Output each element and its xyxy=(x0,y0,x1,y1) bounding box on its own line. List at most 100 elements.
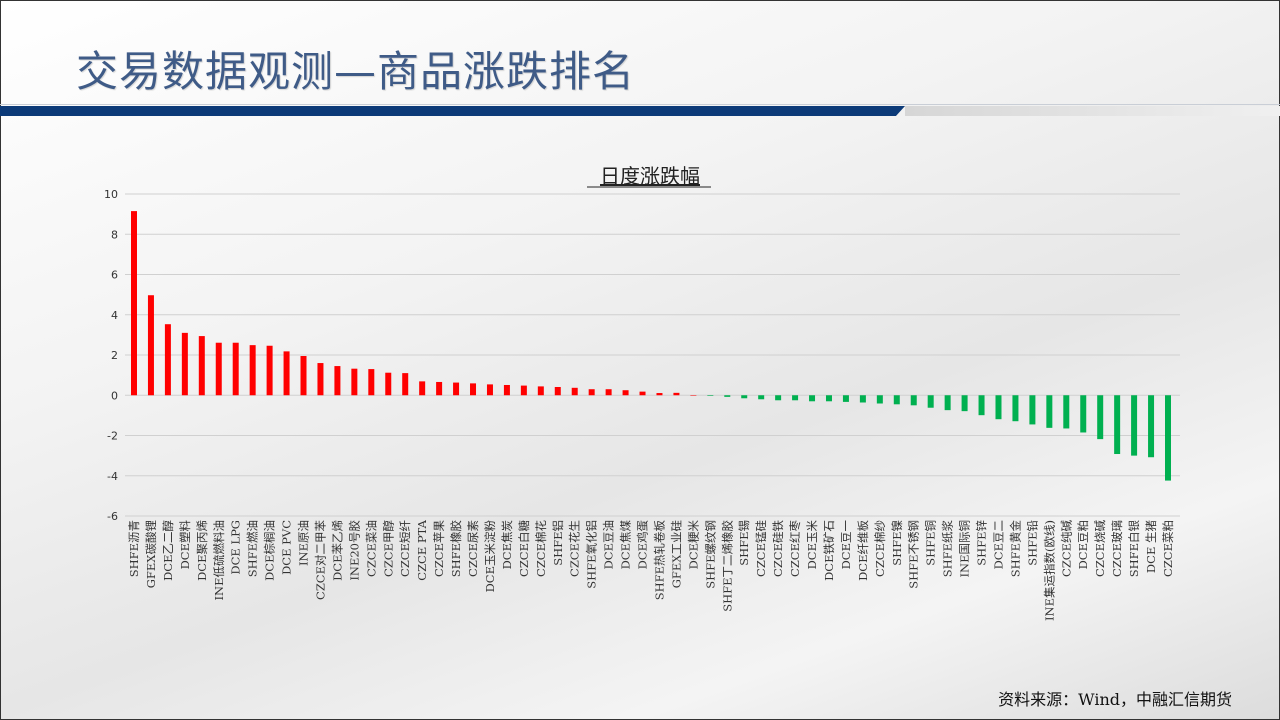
x-tick-label: CZCE红枣 xyxy=(788,520,802,577)
y-tick-label: -2 xyxy=(107,430,118,443)
x-tick-label: DCE乙二醇 xyxy=(161,520,175,581)
bar xyxy=(334,366,341,396)
page-title: 交易数据观测—商品涨跌排名 xyxy=(76,47,636,96)
x-tick-label: SHFE锡 xyxy=(737,520,751,566)
bar xyxy=(486,384,493,396)
bar xyxy=(436,381,443,396)
bar xyxy=(758,395,765,400)
bar xyxy=(537,386,544,396)
x-tick-label: DCE豆一 xyxy=(839,520,853,570)
bar xyxy=(910,395,917,406)
bar xyxy=(554,386,561,396)
x-tick-label: CZCE硅铁 xyxy=(771,520,785,577)
bar xyxy=(605,389,612,396)
x-tick-label: DCE豆粕 xyxy=(1076,520,1090,569)
bar xyxy=(1012,395,1019,422)
bar xyxy=(571,387,578,396)
bar xyxy=(419,381,426,396)
bar xyxy=(402,373,409,396)
x-tick-label: SHFE白银 xyxy=(1127,520,1141,578)
bar xyxy=(351,368,358,396)
bar xyxy=(588,389,595,396)
y-tick-label: 10 xyxy=(104,188,118,201)
x-tick-label: CZCE白糖 xyxy=(517,520,531,577)
y-tick-label: 8 xyxy=(111,228,118,241)
x-tick-label: GFEX碳酸锂 xyxy=(144,520,158,588)
x-tick-label: INE国际铜 xyxy=(958,520,972,578)
bar xyxy=(944,395,951,411)
bar xyxy=(1080,395,1087,433)
bar xyxy=(198,336,205,396)
bar xyxy=(842,395,849,402)
x-tick-label: CZCE棉花 xyxy=(534,520,548,577)
x-tick-label: CZCE玻璃 xyxy=(1110,520,1124,577)
bar xyxy=(249,345,256,396)
bar xyxy=(503,384,510,396)
header-rule xyxy=(0,104,1280,105)
header-gray-band xyxy=(905,106,1280,116)
x-tick-label: GFEX工业硅 xyxy=(669,520,683,589)
x-tick-label: INE20号胶 xyxy=(347,520,361,581)
bar xyxy=(1148,395,1155,458)
bar xyxy=(232,342,239,396)
x-tick-label: DCE鸡蛋 xyxy=(636,520,650,570)
x-tick-label: SHFE镍 xyxy=(890,520,904,566)
bar xyxy=(639,391,646,396)
bar xyxy=(673,392,680,396)
x-tick-label: SHFE不锈钢 xyxy=(907,520,921,589)
bar xyxy=(978,395,985,416)
bar xyxy=(927,395,934,408)
bar xyxy=(995,395,1002,420)
x-tick-label: DCE塑料 xyxy=(178,520,192,570)
x-tick-label: INE低硫燃料油 xyxy=(212,520,226,601)
x-tick-label: DCE PVC xyxy=(280,520,294,575)
bar xyxy=(1029,395,1036,425)
bar xyxy=(825,395,832,402)
x-tick-label: DCE 生猪 xyxy=(1144,520,1158,574)
x-tick-label: SHFE螺纹钢 xyxy=(703,520,717,589)
y-tick-label: 4 xyxy=(111,309,118,322)
source-note: 资料来源：Wind，中融汇信期货 xyxy=(998,690,1232,709)
y-tick-label: 6 xyxy=(111,269,118,282)
bar xyxy=(961,395,968,412)
x-tick-label: CZCE对二甲苯 xyxy=(313,520,327,600)
bar xyxy=(724,395,731,397)
x-tick-label: DCE纤维板 xyxy=(856,520,870,581)
x-tick-label: SHFE沥青 xyxy=(127,520,141,577)
x-tick-label: CZCE纯碱 xyxy=(1059,520,1073,577)
x-tick-label: SHFE铜 xyxy=(924,520,938,566)
x-tick-label: CZCE短纤 xyxy=(398,520,412,577)
bar xyxy=(775,395,782,401)
x-tick-label: DCE焦煤 xyxy=(619,520,633,570)
bar xyxy=(283,351,290,396)
bar xyxy=(266,345,273,396)
x-tick-label: DCE玉米淀粉 xyxy=(483,520,497,593)
x-tick-label: DCE棕榈油 xyxy=(263,520,277,581)
x-tick-label: CZCE PTA xyxy=(415,519,429,580)
header-accent-bar xyxy=(0,106,905,116)
bar xyxy=(893,395,900,405)
bar xyxy=(809,395,816,402)
bar xyxy=(876,395,883,404)
x-tick-label: CZCE锰硅 xyxy=(754,520,768,577)
bar xyxy=(1131,395,1138,456)
x-tick-label: SHFE纸浆 xyxy=(941,520,955,578)
x-tick-label: SHFE热轧卷板 xyxy=(652,520,666,601)
x-tick-label: DCE聚丙烯 xyxy=(195,520,209,581)
x-tick-label: SHFE黄金 xyxy=(1008,520,1022,578)
x-tick-label: SHFE氧化铝 xyxy=(585,520,599,589)
bar xyxy=(453,382,460,396)
chart-title: 日度涨跌幅 xyxy=(600,164,700,188)
bar xyxy=(470,383,477,396)
x-tick-label: DCE LPG xyxy=(229,520,243,575)
bar xyxy=(1165,395,1171,481)
x-tick-label: DCE铁矿石 xyxy=(822,520,836,581)
bar xyxy=(385,372,392,396)
bar xyxy=(1046,395,1053,428)
x-tick-label: CZCE苹果 xyxy=(432,520,446,577)
bar xyxy=(215,342,222,396)
bar xyxy=(317,363,324,396)
x-tick-label: CZCE菜粕 xyxy=(1161,520,1175,577)
bar xyxy=(131,211,137,396)
x-tick-label: SHFE锌 xyxy=(975,520,989,566)
